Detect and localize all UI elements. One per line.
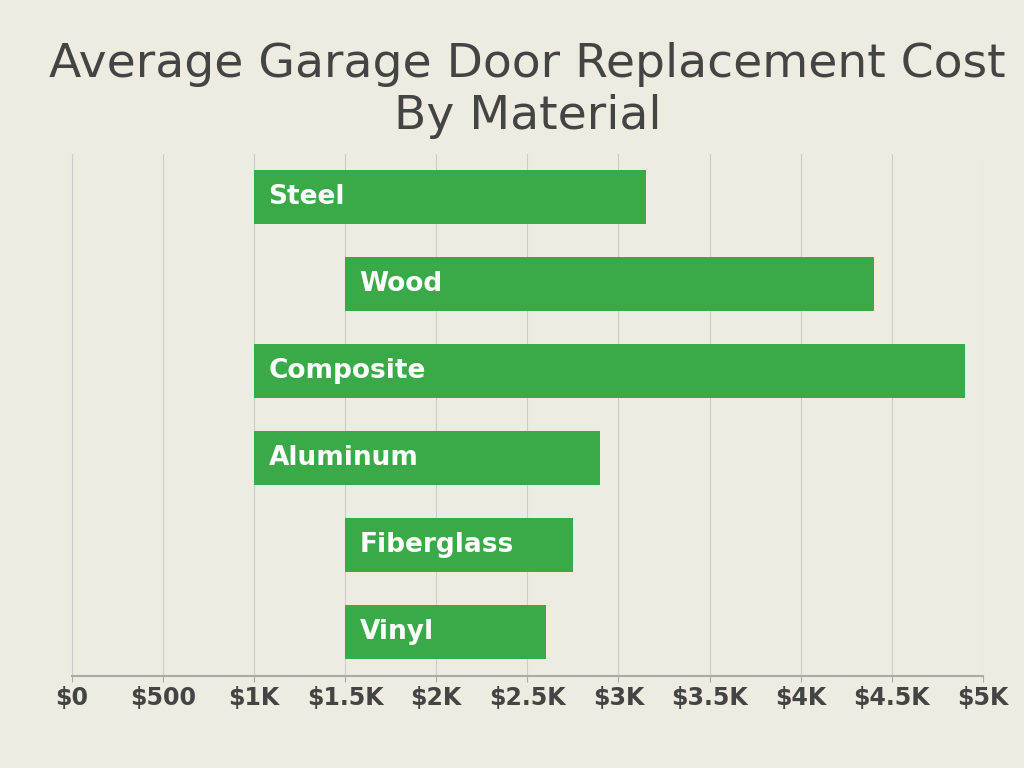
- Text: Steel: Steel: [268, 184, 345, 210]
- Text: Aluminum: Aluminum: [268, 445, 419, 472]
- Text: Vinyl: Vinyl: [359, 619, 434, 645]
- Bar: [345, 257, 873, 311]
- Bar: [254, 432, 600, 485]
- Bar: [254, 344, 965, 398]
- Text: Composite: Composite: [268, 358, 426, 384]
- Bar: [345, 518, 572, 572]
- Title: Average Garage Door Replacement Cost
By Material: Average Garage Door Replacement Cost By …: [49, 41, 1006, 138]
- Text: Wood: Wood: [359, 271, 443, 297]
- Bar: [254, 170, 646, 224]
- Text: Fiberglass: Fiberglass: [359, 532, 514, 558]
- Bar: [345, 605, 546, 659]
